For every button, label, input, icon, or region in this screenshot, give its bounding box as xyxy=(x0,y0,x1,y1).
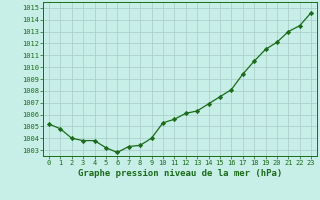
X-axis label: Graphe pression niveau de la mer (hPa): Graphe pression niveau de la mer (hPa) xyxy=(78,169,282,178)
